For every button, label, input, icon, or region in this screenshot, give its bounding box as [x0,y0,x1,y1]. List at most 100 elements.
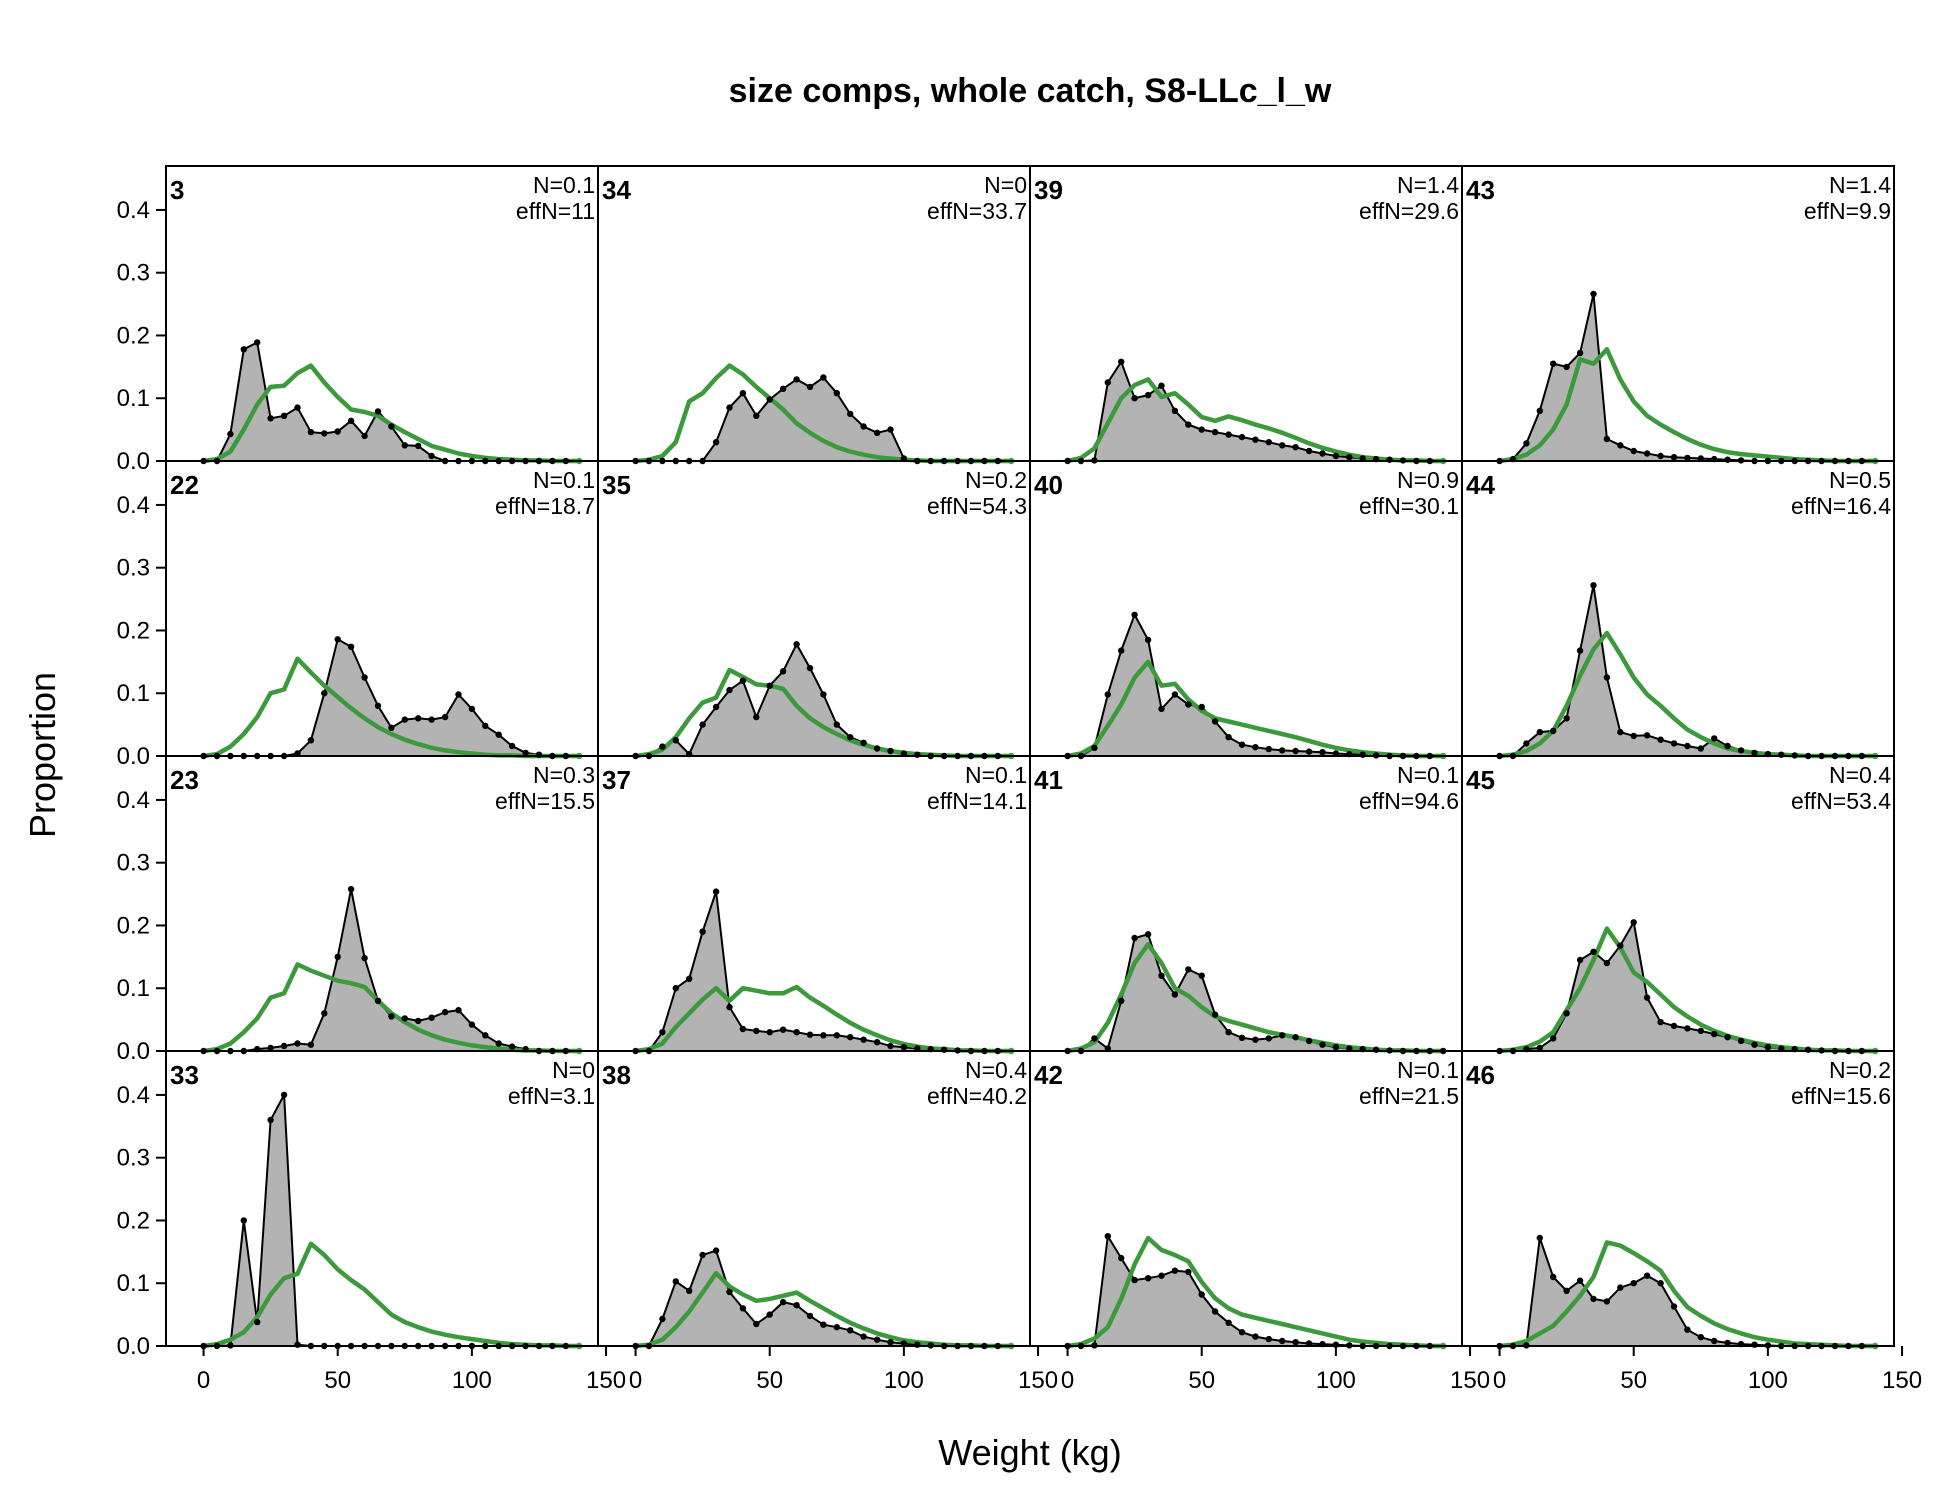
observed-area [635,1250,1012,1346]
panel-n-label: N=0.5 [1829,467,1891,493]
observed-point [873,1336,881,1343]
observed-point [1684,454,1691,462]
observed-point [1104,379,1112,386]
observed-point [659,1029,666,1036]
observed-point [1617,442,1624,449]
panel-effn-label: effN=15.6 [1791,1083,1891,1109]
panel-effn-label: effN=15.5 [495,788,595,814]
panel-n-label: N=0.2 [1829,1057,1891,1083]
observed-point [1697,1027,1705,1035]
observed-point [1279,1032,1286,1039]
observed-point [388,423,395,430]
observed-point [1211,428,1219,436]
observed-point [1617,728,1624,736]
observed-point [1523,440,1530,447]
observed-point [712,888,720,895]
observed-point [860,1036,867,1043]
y-tick-label: 0.2 [117,912,150,939]
observed-point [1536,728,1544,736]
observed-point [1711,1030,1718,1038]
observed-point [793,641,800,648]
observed-point [254,1318,261,1326]
observed-point [1630,1280,1637,1287]
observed-point [1724,742,1731,750]
observed-point [1550,1035,1557,1042]
observed-point [712,439,720,446]
observed-point [1185,966,1192,973]
observed-point [1576,349,1584,357]
observed-point [388,1013,395,1020]
expected-line [203,1241,580,1349]
observed-point [847,1034,854,1041]
y-tick-label: 0.4 [117,1082,150,1109]
y-tick-label: 0.0 [117,743,150,770]
observed-point [1131,611,1138,618]
panel-label: 41 [1034,765,1063,795]
observed-point [820,691,827,698]
y-tick-label: 0.1 [117,385,150,412]
observed-point [1684,1025,1691,1032]
observed-point [280,1042,288,1050]
observed-point [1697,745,1705,752]
observed-point [1198,426,1205,433]
y-tick-label: 0.0 [117,1038,150,1065]
x-tick-label: 0 [197,1367,210,1394]
observed-point [334,428,341,435]
observed-point [1265,745,1273,753]
x-tick-label: 0 [1493,1367,1506,1394]
observed-point [1657,736,1664,743]
observed-point [1523,740,1530,747]
observed-point [1724,1034,1731,1041]
observed-point [240,1217,247,1224]
observed-point [726,404,733,411]
observed-point [1617,942,1624,949]
panel-effn-label: effN=9.9 [1804,198,1891,224]
observed-point [1252,1036,1259,1043]
observed-point [793,1302,800,1309]
observed-point [495,731,502,738]
observed-point [1225,1319,1232,1327]
observed-point [659,743,666,750]
observed-point [1104,1233,1112,1240]
panel-effn-label: effN=21.5 [1359,1083,1459,1109]
x-tick-label: 150 [1882,1367,1922,1394]
observed-point [1279,442,1286,449]
x-tick-label: 100 [452,1367,492,1394]
observed-point [468,705,476,713]
panel-n-label: N=0.9 [1397,467,1459,493]
observed-area [1067,1236,1444,1346]
observed-point [1265,1035,1273,1042]
observed-area [635,644,1012,756]
panel-label: 43 [1466,175,1495,205]
y-tick-label: 0.4 [117,197,150,224]
observed-point [793,376,800,383]
observed-point [847,410,854,418]
x-tick-label: 50 [1188,1367,1215,1394]
panel-n-label: N=0.2 [965,467,1027,493]
observed-point [887,747,894,755]
observed-point [739,1305,747,1312]
observed-area [1067,934,1444,1051]
panel-label: 3 [170,175,184,205]
observed-point [779,668,787,675]
observed-area [1067,361,1444,461]
panel-label: 46 [1466,1060,1495,1090]
observed-point [806,664,814,672]
panel-label: 34 [602,175,631,205]
observed-point [1630,447,1637,455]
observed-point [1670,454,1678,461]
observed-point [833,721,840,728]
observed-point [739,390,747,397]
observed-point [1252,436,1259,443]
observed-point [1590,948,1597,955]
observed-point [672,985,679,992]
observed-point [495,1040,502,1047]
observed-point [401,442,408,449]
observed-point [1265,439,1273,446]
